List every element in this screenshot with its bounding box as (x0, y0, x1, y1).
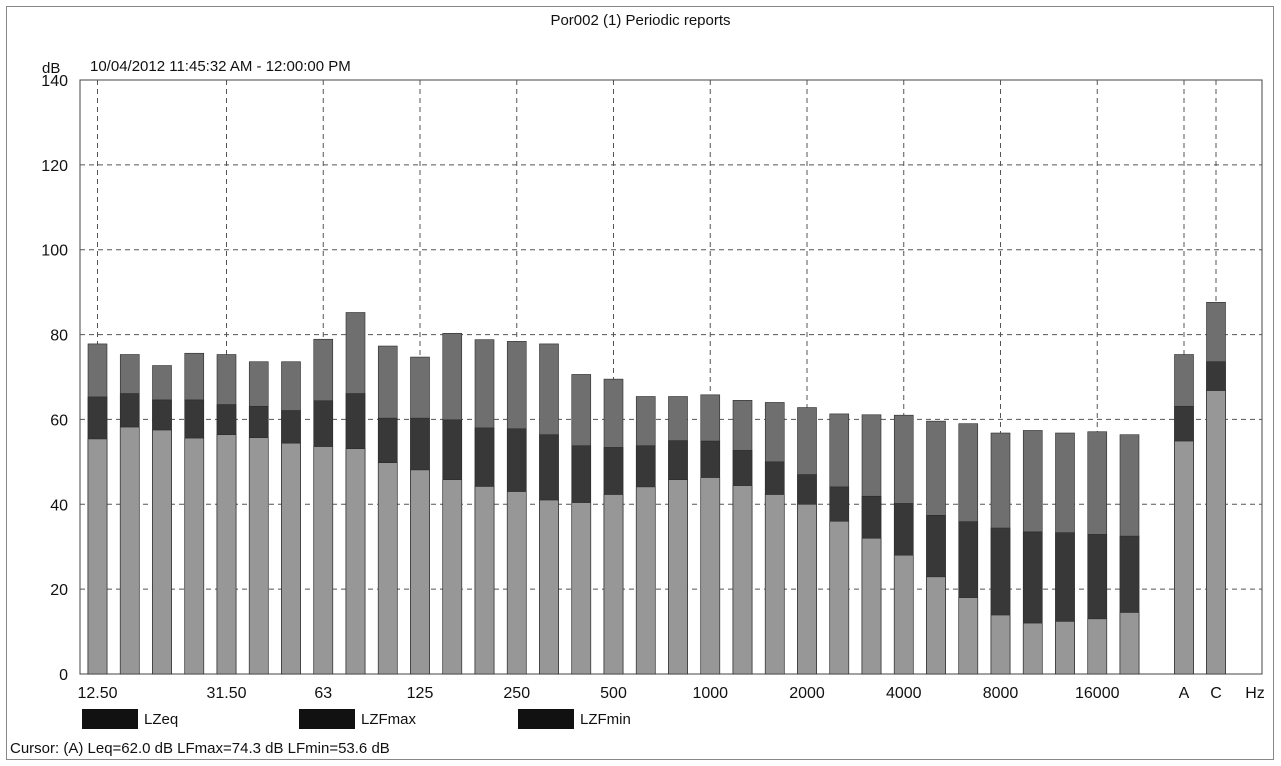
x-axis-unit-label: Hz (1245, 685, 1265, 702)
x-tick-label: 12.50 (77, 685, 117, 702)
bar-lzfmin (442, 479, 463, 675)
bar-lzfmin (216, 434, 237, 675)
y-tick-label: 120 (41, 158, 68, 175)
x-tick-label: 125 (407, 685, 434, 702)
bar-lzfmin (958, 597, 979, 675)
bar-lzfmin (474, 486, 495, 675)
x-tick-label: 8000 (983, 685, 1019, 702)
bar-lzfmin (377, 462, 398, 675)
x-tick-label: C (1210, 685, 1222, 702)
bar-lzfmin (893, 554, 914, 675)
bar-lzfmin (184, 437, 205, 675)
bar-lzfmin (603, 494, 624, 675)
legend-item-lzeq: LZeq (82, 709, 178, 729)
x-tick-label: 4000 (886, 685, 922, 702)
legend-label-lzfmax: LZFmax (361, 710, 417, 728)
bar-lzfmin (700, 477, 721, 675)
bar-lzfmin (1174, 440, 1194, 675)
legend-swatch-lzfmax (299, 709, 355, 729)
bar-lzfmin (87, 438, 108, 675)
x-tick-label: 500 (600, 685, 627, 702)
bar-lzfmin (506, 491, 527, 675)
chart-subtitle: 10/04/2012 11:45:32 AM - 12:00:00 PM (90, 58, 351, 75)
bar-lzfmin (797, 503, 817, 675)
legend-label-lzeq: LZeq (144, 710, 179, 728)
bar-lzfmin (345, 448, 366, 675)
bar-lzfmin (861, 537, 882, 675)
bar-lzfmin (829, 520, 850, 675)
legend-label-lzfmin: LZFmin (580, 710, 631, 728)
bar-lzfmin (410, 469, 430, 675)
y-axis-unit-label: dB (42, 60, 61, 77)
bar-lzfmin (764, 494, 785, 675)
bar-lzfmin (1022, 622, 1043, 675)
bar-lzfmin (926, 576, 946, 675)
bar-lzfmin (152, 429, 172, 675)
y-tick-label: 80 (50, 328, 68, 345)
y-tick-label: 100 (41, 243, 68, 260)
x-tick-label: A (1179, 685, 1190, 702)
y-tick-label: 60 (50, 412, 68, 429)
bar-lzfmin (281, 442, 301, 675)
bar-lzfmin (668, 479, 688, 675)
x-tick-label: 1000 (692, 685, 728, 702)
bar-lzfmin (732, 485, 753, 675)
legend-swatch-lzfmin (518, 709, 574, 729)
x-tick-label: 63 (314, 685, 332, 702)
bar-lzfmin (313, 446, 334, 675)
y-tick-label: 40 (50, 497, 68, 514)
cursor-readout: Cursor: (A) Leq=62.0 dB LFmax=74.3 dB LF… (10, 740, 390, 757)
bar-lzfmin (990, 614, 1011, 675)
bar-lzfmin (248, 437, 269, 675)
bar-lzfmin (635, 486, 656, 675)
x-tick-label: 16000 (1075, 685, 1120, 702)
y-tick-label: 140 (41, 73, 68, 90)
report-frame (6, 6, 1274, 760)
bar-lzfmin (1055, 621, 1075, 675)
chart-title: Por002 (1) Periodic reports (550, 12, 731, 29)
x-tick-label: 31.50 (206, 685, 246, 702)
y-tick-label: 0 (59, 667, 68, 684)
bar-lzfmin (1119, 612, 1140, 675)
legend-item-lzfmin: LZFmin (518, 709, 631, 729)
bar-lzfmin (1087, 618, 1108, 675)
bar-lzfmin (119, 426, 140, 675)
bar-lzfmin (539, 499, 559, 675)
bar-lzfmin (571, 502, 592, 675)
legend-item-lzfmax: LZFmax (299, 709, 416, 729)
x-tick-label: 2000 (789, 685, 825, 702)
legend-swatch-lzeq (82, 709, 138, 729)
bar-lzfmin (1206, 390, 1226, 675)
y-tick-label: 20 (50, 582, 68, 599)
x-tick-label: 250 (503, 685, 530, 702)
